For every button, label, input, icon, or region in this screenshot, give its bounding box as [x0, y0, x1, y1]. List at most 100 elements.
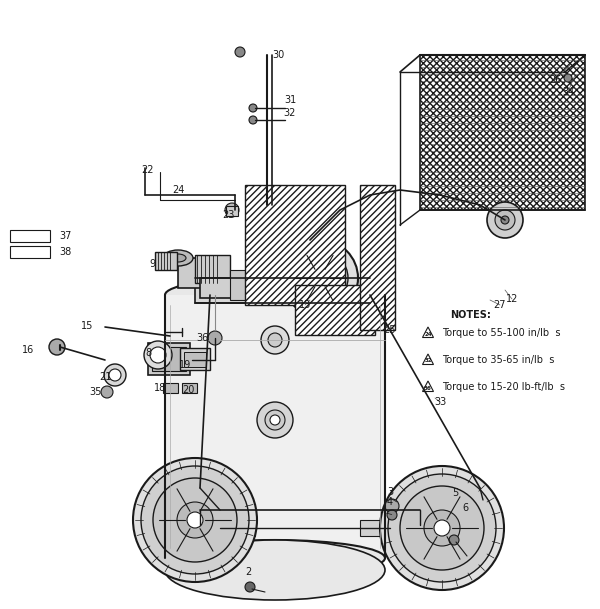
- Circle shape: [187, 512, 203, 528]
- Bar: [195, 255, 230, 283]
- Circle shape: [101, 386, 113, 398]
- Text: 26: 26: [549, 75, 561, 85]
- Text: Torque to 35-65 in/lb  s: Torque to 35-65 in/lb s: [442, 355, 554, 365]
- Polygon shape: [245, 185, 345, 305]
- Circle shape: [249, 104, 257, 112]
- Text: 24: 24: [172, 185, 184, 195]
- Polygon shape: [360, 185, 395, 330]
- Ellipse shape: [165, 277, 385, 313]
- Text: 6: 6: [462, 503, 468, 513]
- Text: 31: 31: [284, 95, 296, 105]
- Text: 9: 9: [149, 259, 155, 269]
- Circle shape: [564, 74, 572, 82]
- Text: 23: 23: [222, 210, 234, 220]
- Circle shape: [387, 510, 397, 520]
- Text: 24: 24: [424, 331, 432, 337]
- Circle shape: [380, 466, 504, 590]
- Circle shape: [109, 369, 121, 381]
- Polygon shape: [422, 354, 433, 365]
- Circle shape: [49, 339, 65, 355]
- Circle shape: [292, 250, 348, 306]
- Text: 35: 35: [89, 387, 101, 397]
- Text: 18: 18: [154, 383, 166, 393]
- Circle shape: [133, 458, 257, 582]
- Bar: [178, 258, 218, 288]
- Bar: [163, 383, 178, 393]
- Text: 5: 5: [452, 488, 458, 498]
- Polygon shape: [422, 381, 433, 392]
- Circle shape: [225, 203, 239, 217]
- Text: 36: 36: [424, 385, 432, 390]
- Bar: [200, 520, 255, 536]
- Circle shape: [434, 520, 450, 536]
- Circle shape: [495, 210, 515, 230]
- Circle shape: [268, 333, 282, 347]
- Circle shape: [385, 499, 399, 513]
- Circle shape: [235, 47, 245, 57]
- Text: 2: 2: [245, 567, 251, 577]
- Circle shape: [257, 402, 293, 438]
- Circle shape: [265, 410, 285, 430]
- Text: 37: 37: [59, 231, 71, 241]
- Bar: [10, 246, 50, 258]
- Text: 15: 15: [81, 321, 93, 331]
- Text: 33: 33: [434, 397, 446, 407]
- Circle shape: [388, 474, 496, 582]
- Bar: [148, 343, 190, 375]
- Text: 36: 36: [196, 333, 208, 343]
- Bar: [195, 278, 370, 303]
- Bar: [180, 348, 210, 370]
- Bar: [182, 383, 197, 393]
- Circle shape: [400, 486, 484, 570]
- Text: 32: 32: [284, 108, 296, 118]
- Text: 8: 8: [145, 348, 151, 358]
- Circle shape: [104, 364, 126, 386]
- Circle shape: [177, 502, 213, 538]
- Text: 16: 16: [22, 345, 34, 355]
- Text: 4: 4: [387, 497, 393, 507]
- Circle shape: [141, 466, 249, 574]
- Ellipse shape: [165, 540, 385, 600]
- Bar: [230, 270, 300, 300]
- Circle shape: [282, 240, 358, 316]
- Text: Torque to 55-100 in/lb  s: Torque to 55-100 in/lb s: [442, 328, 560, 338]
- Circle shape: [308, 266, 332, 290]
- Ellipse shape: [163, 250, 193, 266]
- Circle shape: [261, 326, 289, 354]
- Text: 27: 27: [494, 300, 506, 310]
- Circle shape: [144, 341, 172, 369]
- Circle shape: [270, 415, 280, 425]
- Text: Torque to 15-20 lb-ft/lb  s: Torque to 15-20 lb-ft/lb s: [442, 382, 565, 392]
- Circle shape: [208, 331, 222, 345]
- Circle shape: [424, 510, 460, 546]
- Bar: [420, 55, 585, 210]
- Circle shape: [449, 535, 459, 545]
- Text: 30: 30: [272, 50, 284, 60]
- Bar: [155, 252, 177, 270]
- Bar: [165, 295, 385, 558]
- Text: 13: 13: [299, 300, 311, 310]
- Polygon shape: [295, 285, 375, 335]
- Text: 20: 20: [182, 385, 194, 395]
- Bar: [200, 278, 330, 298]
- Text: 32: 32: [424, 359, 432, 364]
- Ellipse shape: [170, 254, 186, 262]
- Circle shape: [150, 347, 166, 363]
- Circle shape: [501, 216, 509, 224]
- Bar: [10, 230, 50, 242]
- Circle shape: [249, 116, 257, 124]
- Circle shape: [487, 202, 523, 238]
- Circle shape: [315, 273, 325, 283]
- Text: 38: 38: [59, 247, 71, 257]
- Text: 3: 3: [387, 487, 393, 497]
- Text: 12: 12: [506, 294, 518, 304]
- Bar: [360, 520, 415, 536]
- Bar: [226, 206, 238, 216]
- Text: NOTES:: NOTES:: [450, 310, 491, 320]
- Text: 34: 34: [562, 87, 574, 97]
- Bar: [152, 347, 186, 371]
- Text: 22: 22: [142, 165, 154, 175]
- Bar: [184, 352, 206, 367]
- Circle shape: [245, 582, 255, 592]
- Text: 21: 21: [99, 372, 111, 382]
